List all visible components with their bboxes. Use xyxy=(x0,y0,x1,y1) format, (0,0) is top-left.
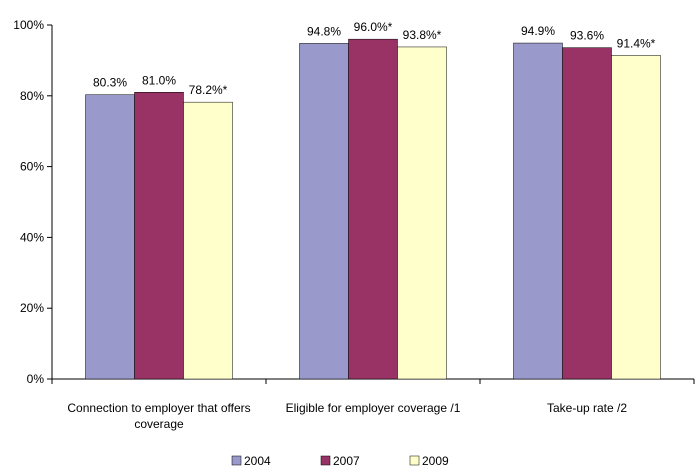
bar-2004 xyxy=(513,42,563,380)
legend-swatch xyxy=(409,455,420,466)
y-tick-label: 80% xyxy=(20,89,44,103)
data-labels: 80.3% 81.0% 78.2%* 94.8% 96.0%* 93.8%* 94.9% 93… xyxy=(93,20,656,97)
bar-2009 xyxy=(397,46,447,380)
data-label: 81.0% xyxy=(142,73,176,87)
bar-2009 xyxy=(611,55,661,380)
bar-2009 xyxy=(183,101,233,380)
y-tick-label: 0% xyxy=(27,372,45,386)
bar-2007 xyxy=(134,92,184,380)
x-category-label: coverage xyxy=(134,417,184,431)
data-label: 94.9% xyxy=(521,24,555,38)
legend-item-2004: 2004 xyxy=(231,454,271,468)
x-category-label: Eligible for employer coverage /1 xyxy=(286,401,461,415)
data-label: 78.2%* xyxy=(189,83,228,97)
bar-2004 xyxy=(299,43,349,380)
legend-label: 2009 xyxy=(422,454,449,468)
y-axis: 0% 20% 40% 60% 80% 100% xyxy=(13,18,53,386)
legend-item-2007: 2007 xyxy=(320,454,360,468)
category-labels: Connection to employer that offers covera… xyxy=(67,401,627,431)
data-label: 94.8% xyxy=(307,24,341,38)
legend-label: 2007 xyxy=(333,454,360,468)
x-axis xyxy=(51,378,695,384)
bar-2007 xyxy=(348,38,398,380)
y-tick-label: 60% xyxy=(20,160,44,174)
x-category-label: Connection to employer that offers xyxy=(67,401,250,415)
data-label: 91.4%* xyxy=(617,36,656,50)
y-tick-label: 20% xyxy=(20,301,44,315)
legend-label: 2004 xyxy=(244,454,271,468)
legend-swatch xyxy=(231,455,242,466)
x-category-label: Take-up rate /2 xyxy=(547,401,627,415)
bar-2004 xyxy=(85,94,135,380)
legend: 2004 2007 2009 xyxy=(231,454,449,468)
bar-2007 xyxy=(562,47,612,380)
data-label: 96.0%* xyxy=(354,20,393,34)
legend-swatch xyxy=(320,455,331,466)
legend-item-2009: 2009 xyxy=(409,454,449,468)
bars xyxy=(85,38,661,380)
y-tick-label: 100% xyxy=(13,18,44,32)
data-label: 93.8%* xyxy=(403,28,442,42)
y-tick-label: 40% xyxy=(20,230,44,244)
data-label: 93.6% xyxy=(570,29,604,43)
data-label: 80.3% xyxy=(93,76,127,90)
